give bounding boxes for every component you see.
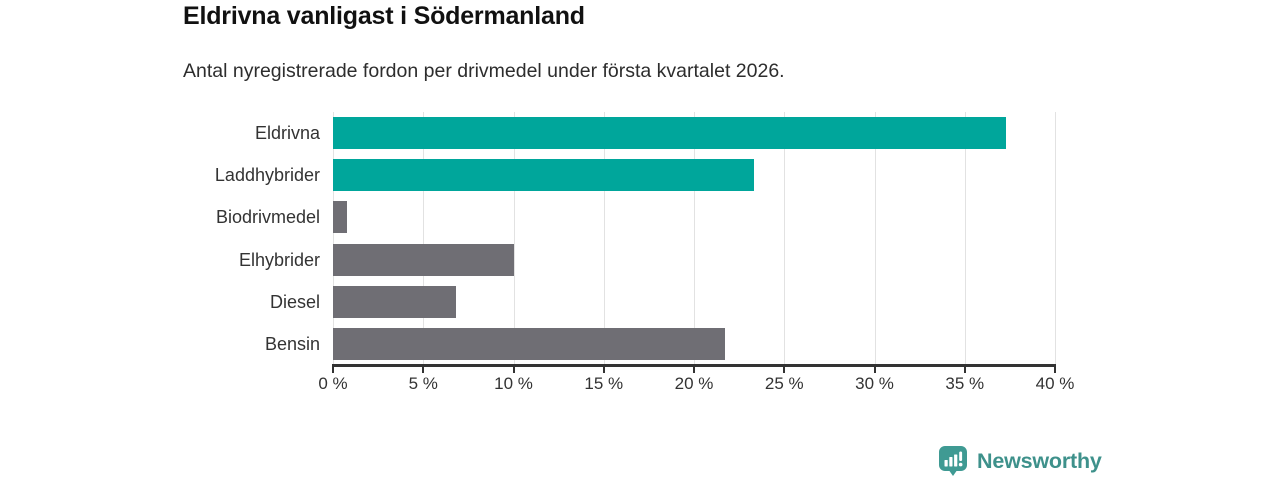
chart-subtitle: Antal nyregistrerade fordon per drivmede… bbox=[183, 60, 785, 82]
gridline bbox=[513, 112, 515, 365]
x-tick-label: 15 % bbox=[584, 374, 624, 393]
plot-area bbox=[333, 112, 1056, 365]
category-label: Diesel bbox=[269, 291, 320, 312]
category-label: Laddhybrider bbox=[214, 165, 320, 186]
gridline bbox=[423, 112, 425, 365]
gridline bbox=[874, 112, 876, 365]
category-label: Eldrivna bbox=[254, 123, 320, 143]
bar-laddhybrider bbox=[333, 159, 754, 192]
x-tick-label: 25 % bbox=[764, 374, 804, 393]
newsworthy-icon bbox=[938, 445, 968, 477]
x-tick-mark bbox=[512, 366, 515, 373]
category-label: Elhybrider bbox=[238, 249, 320, 270]
newsworthy-wordmark: Newsworthy bbox=[977, 448, 1102, 473]
gridline bbox=[1055, 112, 1056, 365]
x-tick-mark bbox=[873, 366, 876, 373]
gridline bbox=[603, 112, 605, 365]
bar-biodrivmedel bbox=[333, 201, 348, 234]
gridline bbox=[694, 112, 695, 365]
bar-diesel bbox=[333, 285, 456, 318]
x-tick-mark bbox=[1054, 366, 1056, 373]
x-tick-mark bbox=[602, 366, 605, 373]
x-tick-mark bbox=[783, 366, 786, 373]
gridline bbox=[784, 112, 786, 365]
x-tick-mark bbox=[963, 366, 966, 373]
x-tick-label: 10 % bbox=[494, 374, 533, 393]
x-tick-mark bbox=[422, 366, 425, 373]
x-tick-label: 30 % bbox=[855, 374, 894, 393]
x-axis-line bbox=[332, 364, 1056, 367]
x-tick-label: 40 % bbox=[1035, 374, 1075, 393]
category-label: Biodrivmedel bbox=[215, 207, 320, 228]
bar-bensin bbox=[333, 327, 725, 360]
gridline bbox=[964, 112, 966, 365]
x-tick-mark bbox=[693, 366, 695, 373]
x-tick-label: 20 % bbox=[674, 374, 714, 393]
x-tick-mark bbox=[332, 366, 334, 373]
bar-elhybrider bbox=[333, 243, 514, 276]
bar-eldrivna bbox=[333, 117, 1007, 150]
x-tick-label: 35 % bbox=[945, 374, 985, 393]
newsworthy-logo: Newsworthy bbox=[938, 445, 1102, 477]
x-tick-label: 0 % bbox=[318, 374, 348, 393]
chart-title: Eldrivna vanligast i Södermanland bbox=[183, 2, 585, 30]
x-tick-label: 5 % bbox=[408, 374, 438, 393]
gridline bbox=[333, 112, 334, 365]
category-label: Bensin bbox=[264, 333, 320, 354]
